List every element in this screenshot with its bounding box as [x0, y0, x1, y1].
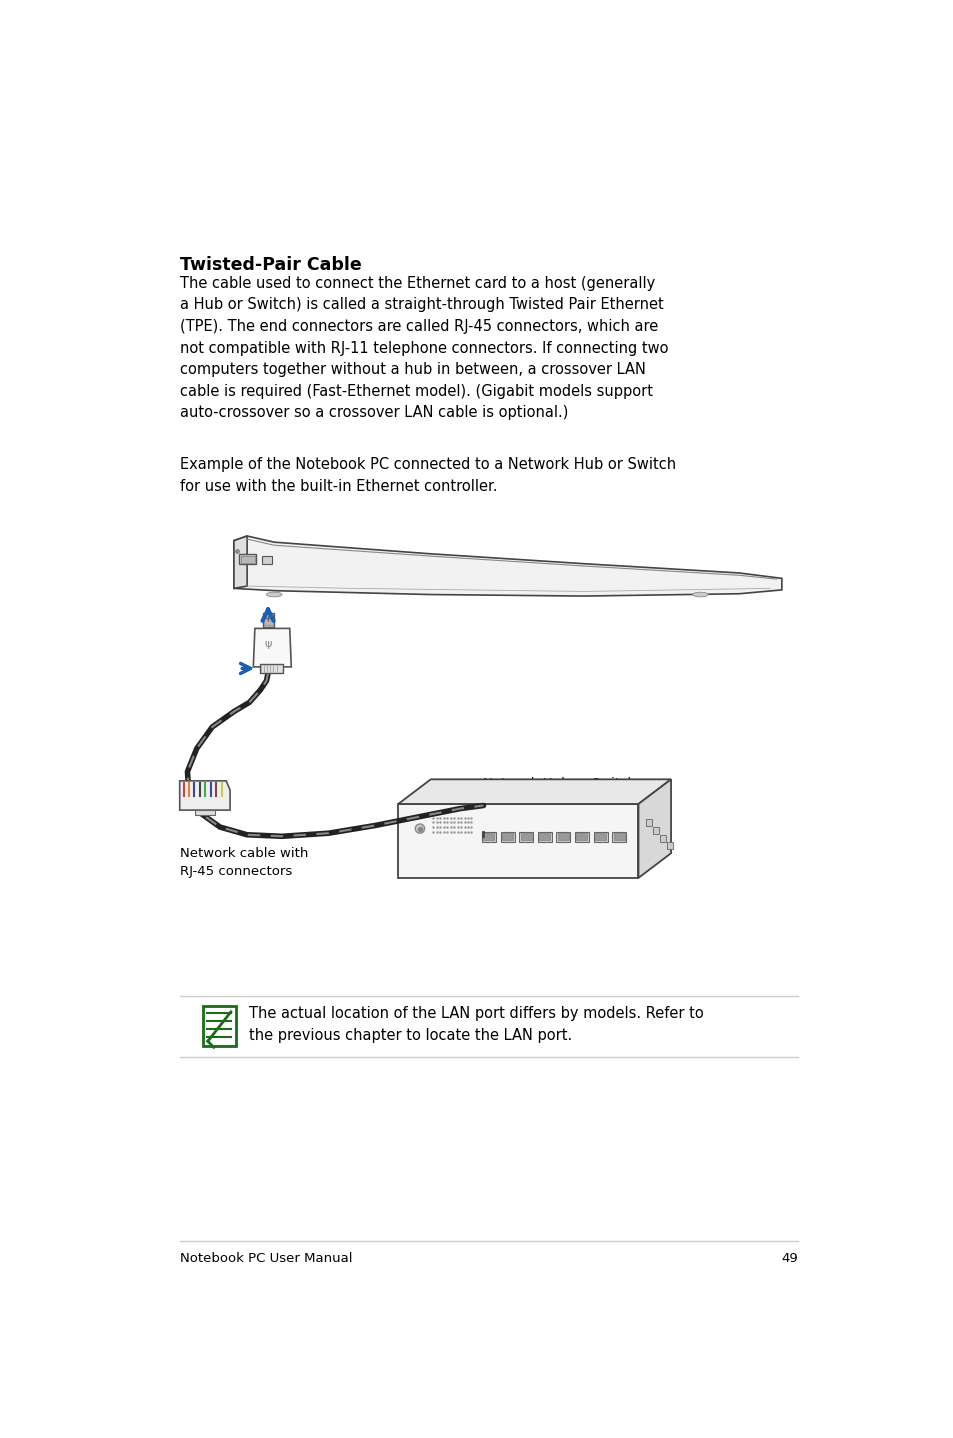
Bar	[195, 810, 214, 815]
Bar	[203, 1005, 235, 1045]
Polygon shape	[233, 536, 781, 597]
Bar	[261, 557, 272, 564]
Ellipse shape	[415, 824, 424, 833]
Text: Example of the Notebook PC connected to a Network Hub or Switch
for use with the: Example of the Notebook PC connected to …	[179, 457, 675, 495]
Bar	[556, 831, 570, 841]
Bar	[259, 664, 282, 673]
Text: Network cable with
RJ-45 connectors: Network cable with RJ-45 connectors	[179, 847, 308, 879]
Text: Network Hub or Switch: Network Hub or Switch	[483, 777, 636, 789]
Text: Notebook PC User Manual: Notebook PC User Manual	[179, 1252, 352, 1265]
Bar	[481, 831, 496, 841]
Bar	[659, 835, 665, 841]
Bar	[575, 831, 588, 841]
Text: The cable used to connect the Ethernet card to a host (generally
a Hub or Switch: The cable used to connect the Ethernet c…	[179, 276, 667, 420]
Text: Twisted-Pair Cable: Twisted-Pair Cable	[179, 256, 361, 273]
Bar	[518, 831, 533, 841]
Bar	[653, 827, 658, 834]
Bar	[613, 833, 624, 840]
Bar	[239, 555, 256, 565]
Polygon shape	[233, 536, 247, 588]
Bar	[558, 833, 568, 840]
Bar	[537, 831, 551, 841]
Bar	[501, 833, 513, 840]
Polygon shape	[638, 779, 670, 877]
Bar	[264, 614, 273, 624]
Ellipse shape	[266, 592, 282, 597]
Bar	[666, 843, 672, 850]
Bar	[483, 833, 494, 840]
Bar	[262, 613, 274, 627]
Bar	[576, 833, 587, 840]
Bar	[593, 831, 607, 841]
Polygon shape	[397, 779, 670, 804]
Polygon shape	[253, 628, 291, 667]
Bar	[241, 557, 254, 562]
Bar	[538, 833, 550, 840]
Bar	[612, 831, 625, 841]
Text: The actual location of the LAN port differs by models. Refer to
the previous cha: The actual location of the LAN port diff…	[249, 1005, 703, 1043]
Bar	[645, 820, 651, 827]
Text: ψ: ψ	[264, 638, 272, 649]
Polygon shape	[179, 781, 230, 810]
Bar	[500, 831, 514, 841]
Bar	[595, 833, 605, 840]
Ellipse shape	[692, 592, 707, 597]
Bar	[520, 833, 531, 840]
Text: 49: 49	[781, 1252, 798, 1265]
Polygon shape	[397, 804, 638, 877]
